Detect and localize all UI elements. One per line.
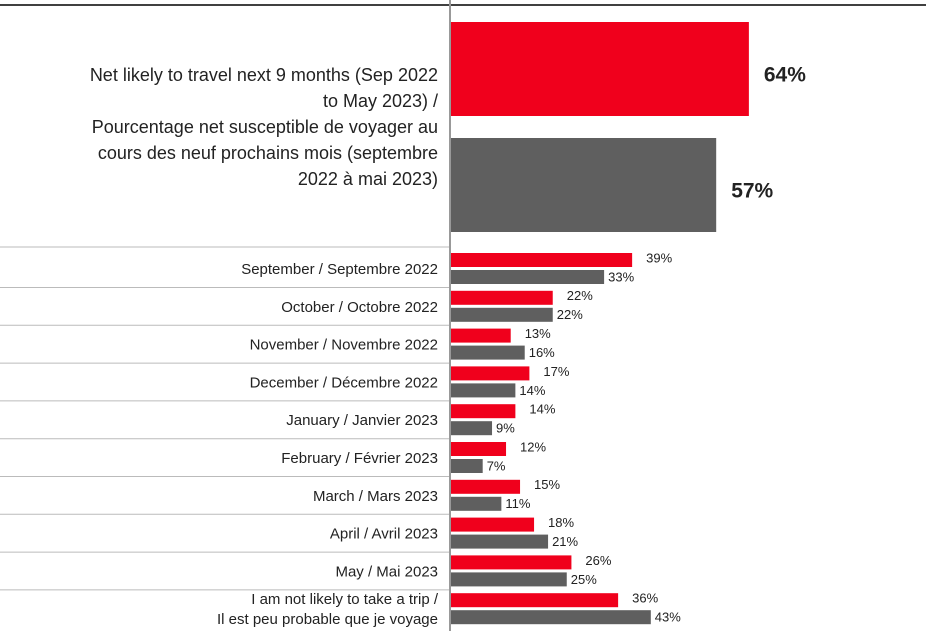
category-label: Net likely to travel next 9 months (Sep …: [90, 65, 438, 85]
bar: [450, 517, 535, 532]
value-label: 9%: [496, 421, 515, 436]
category-label: December / Décembre 2022: [250, 374, 438, 391]
bar: [450, 366, 530, 381]
bar: [450, 572, 567, 587]
value-label: 25%: [571, 572, 597, 587]
value-label: 36%: [632, 591, 658, 606]
value-label: 22%: [567, 288, 593, 303]
category-label: September / Septembre 2022: [241, 261, 438, 278]
value-label: 17%: [543, 364, 569, 379]
value-label: 18%: [548, 515, 574, 530]
bar: [450, 383, 516, 398]
category-label: March / Mars 2023: [313, 488, 438, 505]
bar: [450, 270, 605, 284]
bar: [450, 138, 717, 232]
bar: [450, 290, 553, 305]
category-label: April / Avril 2023: [330, 526, 438, 543]
value-label: 26%: [585, 553, 611, 568]
value-label: 15%: [534, 477, 560, 492]
bar: [450, 307, 553, 322]
category-label: May / Mai 2023: [335, 563, 438, 580]
bar: [450, 22, 749, 116]
category-label: Il est peu probable que je voyage: [217, 611, 438, 628]
bar: [450, 442, 507, 456]
value-label: 16%: [529, 345, 555, 360]
category-label: November / Novembre 2022: [250, 337, 438, 354]
bar: [450, 610, 651, 625]
bar: [450, 593, 619, 608]
value-label: 14%: [529, 402, 555, 417]
bar: [450, 404, 516, 419]
value-label: 21%: [552, 534, 578, 549]
bar: [450, 459, 483, 473]
bar: [450, 534, 549, 549]
category-label: Pourcentage net susceptible de voyager a…: [92, 117, 438, 137]
category-label: I am not likely to take a trip /: [251, 591, 439, 608]
bar: [450, 345, 525, 360]
bar: [450, 421, 493, 436]
value-label: 57%: [731, 180, 773, 203]
value-label: 64%: [764, 64, 806, 87]
category-label: February / Février 2023: [281, 450, 438, 467]
value-label: 13%: [525, 326, 551, 341]
value-label: 12%: [520, 439, 546, 454]
bar: [450, 555, 572, 570]
category-label: 2022 à mai 2023): [298, 169, 438, 189]
bar: [450, 479, 521, 494]
value-label: 22%: [557, 307, 583, 322]
category-label: cours des neuf prochains mois (septembre: [98, 143, 438, 163]
category-label: January / Janvier 2023: [286, 412, 438, 429]
value-label: 43%: [655, 610, 681, 625]
category-label: to May 2023) /: [323, 91, 438, 111]
bar: [450, 253, 633, 267]
bar: [450, 496, 502, 511]
value-label: 33%: [608, 269, 634, 284]
value-label: 14%: [519, 383, 545, 398]
value-label: 7%: [487, 458, 506, 473]
bar: [450, 328, 511, 343]
value-label: 11%: [505, 496, 530, 511]
category-label: October / Octobre 2022: [281, 299, 438, 316]
value-label: 39%: [646, 250, 672, 265]
